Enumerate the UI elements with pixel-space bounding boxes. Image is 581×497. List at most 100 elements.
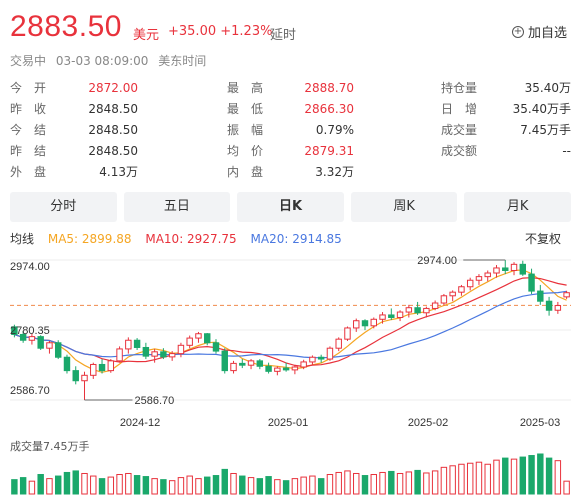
candle-body bbox=[528, 273, 535, 292]
volume-bar bbox=[265, 476, 272, 495]
candle-body bbox=[510, 263, 518, 271]
candle-body bbox=[168, 353, 176, 358]
candle-body bbox=[125, 339, 132, 350]
volume-bar bbox=[440, 466, 448, 495]
stat-label: 成交量 bbox=[441, 123, 478, 137]
candle-body bbox=[458, 286, 465, 293]
tab-period[interactable]: 日K bbox=[237, 192, 344, 222]
candle-body bbox=[335, 338, 342, 349]
volume-bar bbox=[510, 458, 518, 495]
stat-row: 今 结 2848.50 bbox=[10, 121, 138, 139]
candle-body bbox=[46, 342, 53, 349]
volume-bar bbox=[63, 471, 71, 495]
add-circle-icon: + bbox=[511, 25, 524, 38]
ma10-line bbox=[14, 277, 567, 368]
volume-label: 成交量7.45万手 bbox=[10, 440, 90, 453]
candle-body bbox=[440, 295, 448, 304]
volume-bar bbox=[519, 456, 527, 495]
volume-bar bbox=[239, 475, 246, 495]
candle-body bbox=[519, 263, 527, 275]
trading-state: 交易中 bbox=[10, 54, 47, 68]
volume-bar bbox=[405, 471, 413, 495]
ma5-line bbox=[14, 269, 567, 373]
stat-row: 持仓量 35.40万 bbox=[441, 79, 571, 97]
tab-period[interactable]: 五日 bbox=[123, 192, 231, 222]
stat-row: 今 开 2872.00 bbox=[10, 79, 138, 97]
tab-period[interactable]: 月K bbox=[464, 192, 571, 222]
candle-body bbox=[309, 356, 316, 363]
volume-bar bbox=[204, 476, 211, 495]
y-tick-label: 2780.35 bbox=[10, 325, 50, 337]
candle-body bbox=[221, 350, 228, 372]
stat-value: 2872.00 bbox=[88, 81, 138, 95]
candle-body bbox=[265, 365, 272, 372]
volume-bar bbox=[335, 471, 342, 495]
candlestick-chart[interactable]: 2974.00 2780.35 2586.70 2974.00 2586.70 2024-… bbox=[0, 250, 581, 435]
volume-bar bbox=[98, 478, 106, 495]
volume-bar bbox=[151, 478, 158, 495]
candle-body bbox=[151, 351, 158, 357]
tab-period[interactable]: 分时 bbox=[10, 192, 117, 222]
x-tick-label: 2024-12 bbox=[120, 417, 160, 429]
volume-bar bbox=[361, 475, 369, 495]
candle-body bbox=[142, 346, 150, 357]
add-watchlist-button[interactable]: + 加自选 bbox=[511, 22, 567, 41]
stat-label: 最 高 bbox=[227, 81, 264, 95]
stat-row: 昨 结 2848.50 bbox=[10, 142, 138, 160]
candle-body bbox=[317, 356, 325, 360]
x-tick-label: 2025-01 bbox=[268, 417, 308, 429]
ma20-value: MA20: 2914.85 bbox=[250, 232, 342, 246]
stat-value: 2866.30 bbox=[304, 102, 354, 116]
volume-bar bbox=[431, 470, 439, 495]
candle-body bbox=[160, 351, 167, 358]
stat-row: 昨 收 2848.50 bbox=[10, 100, 138, 118]
candle-body bbox=[396, 311, 404, 318]
candle-body bbox=[195, 333, 202, 339]
volume-bar bbox=[256, 478, 264, 495]
volume-bar bbox=[388, 470, 395, 495]
volume-bar bbox=[37, 474, 44, 495]
volume-bar bbox=[90, 475, 97, 495]
stat-row: 日 增 35.40万手 bbox=[441, 100, 571, 118]
candle-body bbox=[449, 291, 456, 297]
x-tick-label: 2025-02 bbox=[408, 417, 448, 429]
candle-body bbox=[239, 362, 246, 366]
volume-bar bbox=[107, 476, 115, 495]
candle-body bbox=[484, 272, 491, 278]
volume-bar bbox=[54, 475, 62, 495]
add-watchlist-label: 加自选 bbox=[527, 26, 567, 41]
x-tick-label: 2025-03 bbox=[520, 417, 560, 429]
high-annotation: 2974.00 bbox=[417, 255, 457, 267]
stat-label: 今 结 bbox=[10, 123, 47, 137]
candle-body bbox=[282, 367, 290, 371]
stat-value: 2848.50 bbox=[88, 144, 138, 158]
tab-period[interactable]: 周K bbox=[350, 192, 458, 222]
stat-label: 最 低 bbox=[227, 102, 264, 116]
stat-label: 昨 结 bbox=[10, 144, 47, 158]
stat-label: 均 价 bbox=[227, 144, 264, 158]
candle-body bbox=[344, 327, 351, 340]
stat-label: 内 盘 bbox=[227, 165, 264, 179]
candle-body bbox=[326, 347, 334, 360]
volume-bar bbox=[370, 474, 377, 495]
candle-body bbox=[502, 267, 509, 271]
candle-body bbox=[466, 279, 474, 288]
stat-value: 3.32万 bbox=[315, 165, 354, 179]
stat-row: 最 低 2866.30 bbox=[227, 100, 354, 118]
adjust-dropdown[interactable]: 不复权 bbox=[524, 232, 561, 246]
candle-body bbox=[475, 276, 483, 281]
volume-bar bbox=[72, 470, 79, 495]
candle-body bbox=[300, 361, 307, 368]
volume-bar bbox=[344, 470, 351, 495]
candle-body bbox=[554, 305, 562, 311]
volume-bar bbox=[317, 478, 325, 495]
volume-bar bbox=[353, 472, 360, 495]
volume-bar bbox=[282, 480, 290, 495]
volume-chart bbox=[11, 453, 570, 495]
stat-row: 均 价 2879.31 bbox=[227, 142, 354, 160]
stat-value: 2848.50 bbox=[88, 123, 138, 137]
volume-bar bbox=[528, 455, 535, 495]
quote-header: 2883.50 美元 +35.00 +1.23% 延时 + 加自选 bbox=[8, 6, 573, 46]
stat-row: 外 盘 4.13万 bbox=[10, 163, 138, 181]
candle-body bbox=[186, 337, 193, 346]
